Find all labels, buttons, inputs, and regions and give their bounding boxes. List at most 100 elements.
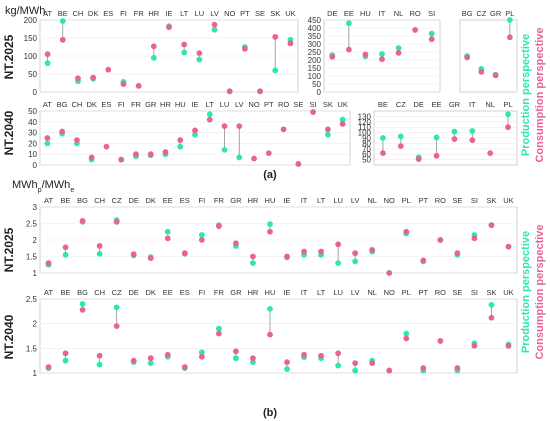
category-label-cz: CZ (396, 100, 406, 109)
consumption-point-ie (192, 127, 198, 134)
category-label-pt: PT (419, 288, 429, 297)
consumption-point-dk (147, 255, 154, 262)
consumption-point-se (454, 250, 461, 257)
category-label-ee: EE (344, 9, 354, 18)
category-label-ro: RO (410, 9, 421, 18)
y-tick-label: 1 (33, 269, 38, 278)
category-label-se: SE (452, 196, 462, 205)
y-tick-label: 0 (33, 161, 38, 170)
category-label-ee: EE (163, 288, 173, 297)
production-point-fi (198, 349, 205, 356)
category-label-no: NO (248, 100, 259, 109)
consumption-point-lv (211, 21, 218, 28)
consumption-point-nl (487, 150, 494, 157)
category-label-hr: HR (160, 100, 171, 109)
category-label-dk: DK (88, 9, 98, 18)
y-tick-label: 130 (358, 112, 372, 121)
plot-frame (39, 110, 351, 166)
category-label-be: BE (378, 100, 388, 109)
category-label-bg: BG (77, 288, 88, 297)
consumption-point-it (379, 56, 385, 63)
consumption-point-nl (369, 360, 376, 367)
category-label-de: DE (128, 196, 138, 205)
category-label-fi: FI (199, 288, 206, 297)
category-label-pl: PL (402, 288, 411, 297)
category-label-fr: FR (214, 288, 225, 297)
category-label-fi: FI (120, 9, 127, 18)
production-point-be (62, 357, 69, 364)
category-label-ie: IE (165, 9, 172, 18)
consumption-point-ro (412, 27, 419, 33)
consumption-point-at (44, 51, 51, 58)
category-label-gr: GR (230, 196, 242, 205)
consumption-point-de (415, 156, 422, 162)
row-label-a-2040: NT.2040 (2, 110, 16, 155)
production-point-pl (403, 330, 410, 337)
consumption-point-lu (196, 50, 203, 57)
category-label-ch: CH (71, 100, 82, 109)
consumption-point-lv (352, 250, 359, 257)
y-tick-label: 30 (28, 129, 37, 138)
category-label-dk: DK (146, 288, 156, 297)
production-point-lv (352, 367, 359, 374)
consumption-point-ro (437, 237, 444, 243)
category-label-se: SE (452, 288, 462, 297)
category-label-ch: CH (94, 196, 105, 205)
category-label-ie: IE (191, 100, 198, 109)
consumption-point-nl (369, 247, 376, 253)
production-point-lu (335, 362, 342, 369)
production-point-hr (250, 260, 256, 266)
production-point-dk (147, 360, 154, 367)
category-label-si: SI (471, 196, 478, 205)
y-tick-label: 1 (33, 369, 38, 378)
consumption-point-hu (362, 51, 369, 58)
category-label-lv: LV (351, 288, 360, 297)
consumption-point-no (386, 270, 393, 276)
category-label-ro: RO (278, 100, 289, 109)
consumption-point-lt (206, 116, 213, 123)
panel-label-b: (b) (263, 407, 277, 419)
y-tick-label: 110 (358, 123, 371, 132)
consumption-point-gr (233, 348, 239, 355)
production-point-hu (177, 143, 184, 150)
consumption-point-ee (345, 46, 352, 53)
production-point-ch (96, 361, 103, 368)
consumption-point-ch (74, 137, 80, 144)
y-tick-label: 1.5 (26, 253, 38, 262)
consumption-point-fi (198, 353, 205, 360)
category-label-uk: UK (503, 288, 513, 297)
category-label-lv: LV (235, 100, 244, 109)
y-tick-label: 80 (362, 139, 371, 148)
y-tick-label: 100 (308, 72, 322, 81)
category-label-fi: FI (199, 196, 206, 205)
category-label-at: AT (43, 9, 52, 18)
consumption-point-be (380, 150, 386, 157)
consumption-point-ch (96, 243, 103, 249)
category-label-be: BE (61, 288, 71, 297)
production-point-lt (206, 111, 213, 118)
unit-b-mid: /MWh (42, 179, 71, 191)
production-point-it (469, 128, 476, 134)
category-label-uk: UK (285, 9, 295, 18)
consumption-point-lt (318, 352, 324, 359)
category-label-no: NO (384, 196, 395, 205)
y-tick-label: 50 (28, 70, 37, 79)
category-label-it: IT (301, 288, 308, 297)
production-point-lu (335, 260, 342, 266)
consumption-point-de (130, 251, 137, 258)
consumption-point-bg (59, 128, 66, 135)
legend-consumption-a: Consumption perspective (534, 27, 546, 162)
category-label-lu: LU (220, 100, 230, 109)
category-label-lu: LU (195, 9, 205, 18)
production-point-fi (198, 232, 205, 238)
category-label-at: AT (44, 288, 53, 297)
production-point-si (428, 30, 435, 37)
category-label-nl: NL (485, 100, 495, 109)
consumption-point-fi (118, 156, 125, 163)
consumption-point-lu (335, 241, 342, 248)
y-tick-label: 40 (28, 118, 37, 127)
unit-b-main: MWh (12, 179, 38, 191)
consumption-point-cz (397, 143, 404, 150)
